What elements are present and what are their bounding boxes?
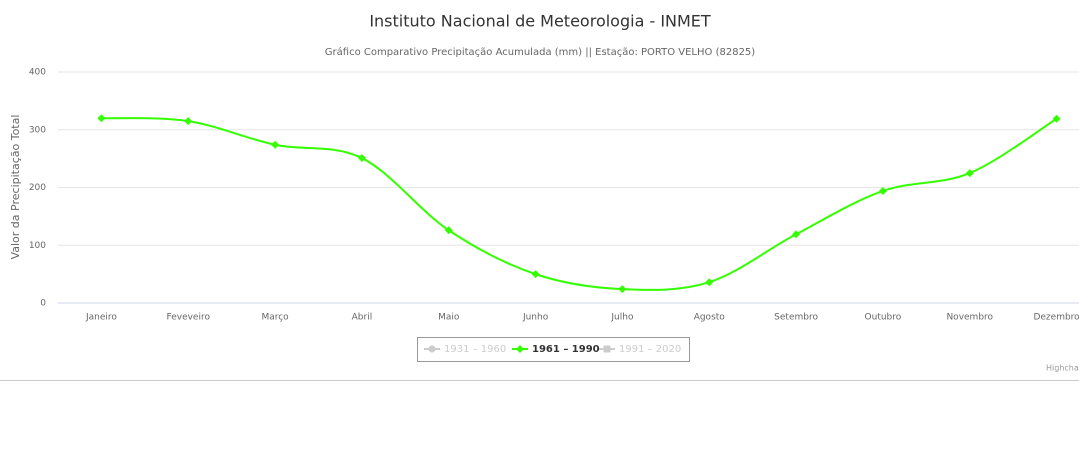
y-tick-label: 400 xyxy=(29,68,46,78)
x-tick-label: Novembro xyxy=(946,313,993,323)
x-tick-label: Junho xyxy=(522,313,549,323)
chart-subtitle: Gráfico Comparativo Precipitação Acumula… xyxy=(325,46,756,58)
legend-box xyxy=(417,337,690,362)
y-tick-label: 0 xyxy=(40,299,46,309)
marker xyxy=(428,345,436,353)
marker xyxy=(705,278,714,287)
x-tick-label: Agosto xyxy=(694,313,726,323)
x-tick-label: Outubro xyxy=(865,313,902,323)
marker xyxy=(965,169,974,178)
x-tick-label: Maio xyxy=(438,313,460,323)
chart-title: Instituto Nacional de Meteorologia - INM… xyxy=(369,12,711,31)
legend-item[interactable]: 1961 – 1990 xyxy=(532,344,600,355)
x-tick-label: Abril xyxy=(352,313,373,323)
marker xyxy=(444,226,453,235)
x-tick-label: Setembro xyxy=(774,313,818,323)
x-tick-label: Julho xyxy=(610,313,634,323)
marker xyxy=(357,154,366,163)
credits[interactable]: Highcharts.com xyxy=(1046,364,1079,373)
marker xyxy=(878,186,887,195)
marker xyxy=(516,345,524,353)
x-tick-label: Dezembro xyxy=(1033,313,1079,323)
series-line xyxy=(101,117,1058,291)
marker xyxy=(97,114,106,123)
x-tick-label: Janeiro xyxy=(85,313,117,323)
x-tick-label: Março xyxy=(261,313,289,323)
x-tick-label: Feveveiro xyxy=(167,313,211,323)
legend-item[interactable]: 1991 – 2020 xyxy=(619,344,681,355)
y-tick-label: 300 xyxy=(29,125,46,135)
marker xyxy=(618,285,627,294)
marker xyxy=(603,345,611,353)
marker xyxy=(271,140,280,149)
marker xyxy=(1052,114,1061,123)
marker xyxy=(792,230,801,239)
legend-item[interactable]: 1931 – 1960 xyxy=(444,344,506,355)
marker xyxy=(184,117,193,126)
y-axis-title: Valor da Precipitação Total xyxy=(9,115,22,260)
marker xyxy=(531,270,540,279)
y-tick-label: 200 xyxy=(29,183,46,193)
chart-background xyxy=(0,0,1079,380)
y-tick-label: 100 xyxy=(29,241,46,251)
